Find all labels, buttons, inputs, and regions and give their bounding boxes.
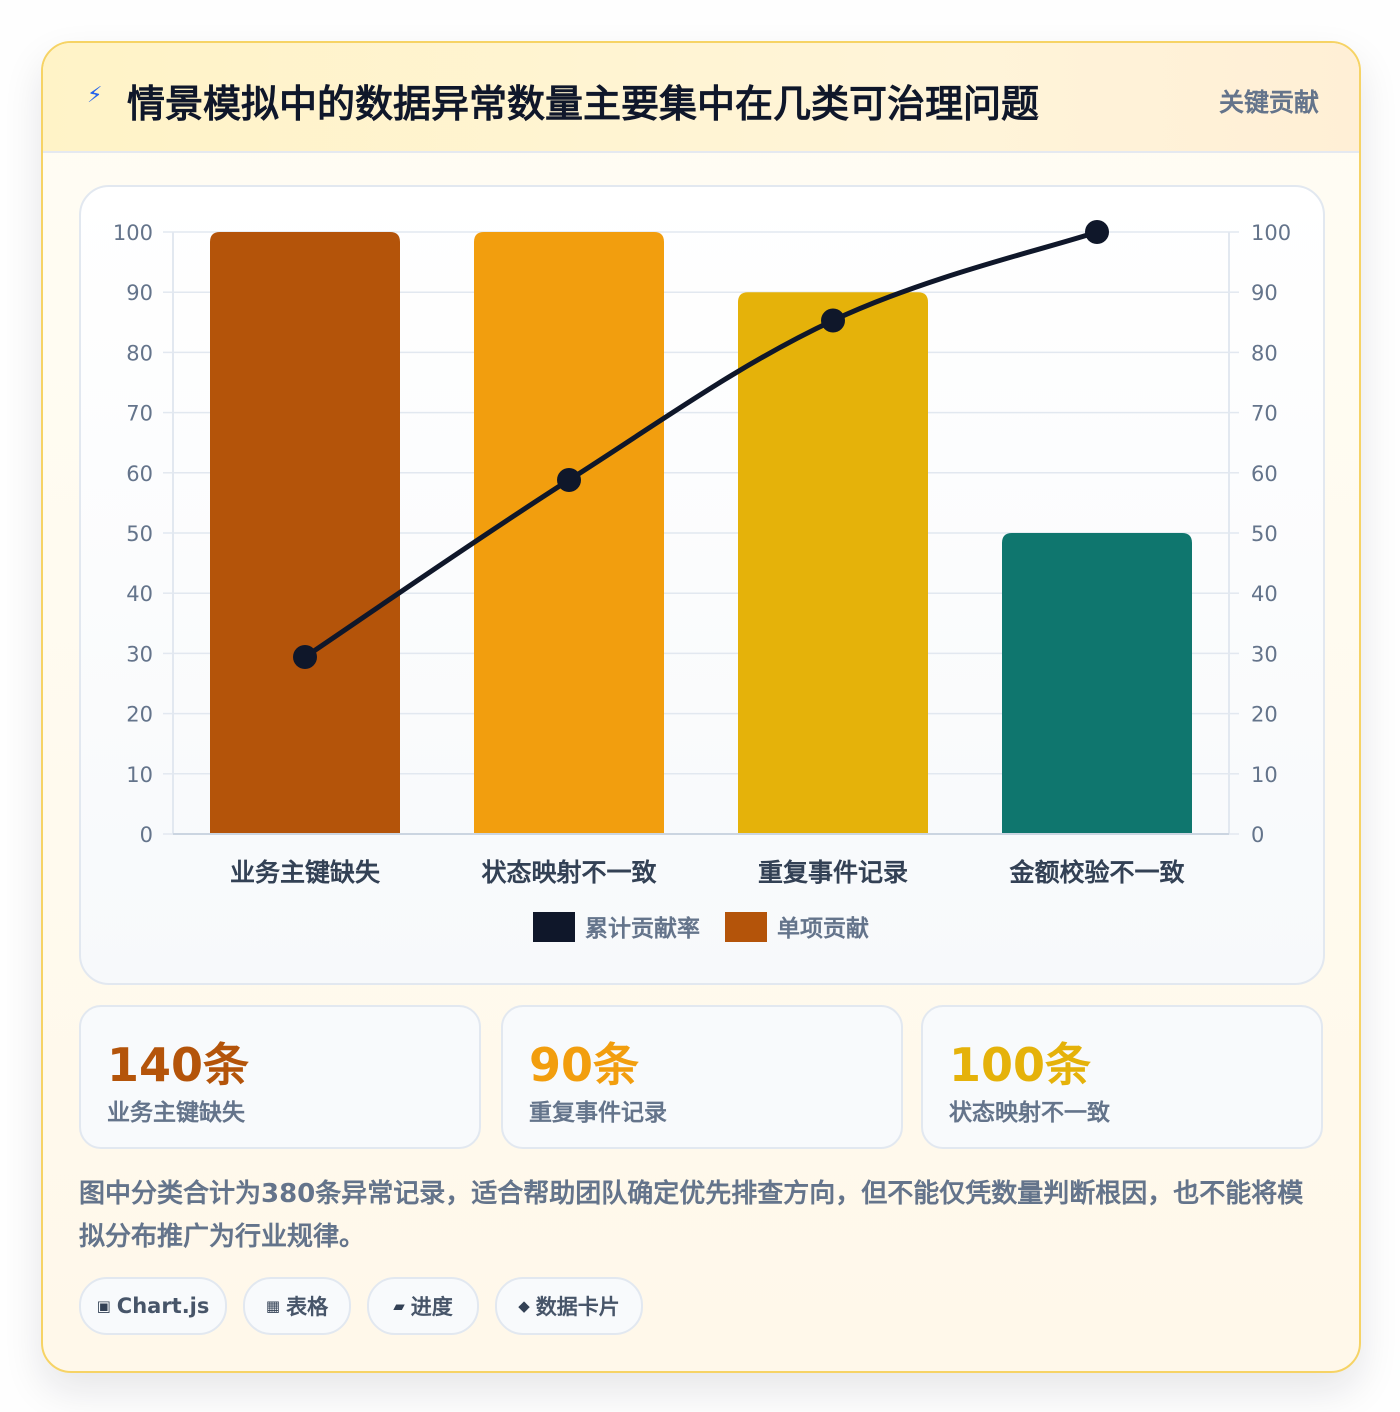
stat-value: 100条 (949, 1038, 1092, 1092)
legend-label: 累计贡献率 (585, 915, 700, 942)
bar (738, 292, 928, 834)
stat-label: 业务主键缺失 (107, 1100, 245, 1126)
x-tick-label: 重复事件记录 (758, 858, 908, 887)
stat-card-duplicate-events: 90条 重复事件记录 (501, 1005, 903, 1149)
y2-tick-label: 80 (1251, 341, 1278, 365)
line-point (557, 468, 581, 493)
bar (1002, 533, 1192, 834)
y-tick-label: 40 (126, 582, 153, 606)
x-tick-label: 金额校验不一致 (1008, 858, 1185, 887)
legend-label: 单项贡献 (777, 916, 869, 942)
y2-tick-label: 100 (1251, 221, 1291, 245)
header-tag: 关键贡献 (1218, 88, 1319, 117)
chip-data-card[interactable]: ◆ 数据卡片 (495, 1277, 643, 1335)
y2-tick-label: 20 (1251, 703, 1278, 727)
progress-bar-icon: ▰ (393, 1297, 405, 1315)
y-tick-label: 20 (126, 703, 153, 727)
stat-label: 状态映射不一致 (949, 1100, 1110, 1126)
y-tick-label: 30 (126, 642, 153, 666)
diamond-icon: ◆ (518, 1297, 530, 1315)
y2-tick-label: 30 (1251, 642, 1278, 666)
line-point (1085, 220, 1109, 244)
card-header: ⚡︎ 情景模拟中的数据异常数量主要集中在几类可治理问题 关键贡献 (43, 43, 1359, 153)
chip-chartjs[interactable]: ▣ Chart.js (79, 1277, 227, 1335)
chip-label: 数据卡片 (535, 1295, 620, 1319)
y-tick-label: 0 (140, 823, 153, 847)
stat-label: 重复事件记录 (529, 1100, 667, 1126)
y-tick-label: 10 (126, 763, 153, 787)
y-tick-label: 50 (126, 522, 153, 546)
y-tick-label: 80 (126, 341, 153, 365)
x-tick-label: 状态映射不一致 (481, 858, 657, 887)
y2-tick-label: 0 (1251, 823, 1264, 847)
y-tick-label: 60 (126, 462, 153, 486)
cumulative-line (302, 229, 1100, 660)
chip-progress[interactable]: ▰ 进度 (367, 1277, 479, 1335)
legend-swatch (725, 912, 767, 942)
stat-card-primary-key: 140条 业务主键缺失 (79, 1005, 481, 1149)
stat-value: 140条 (107, 1038, 250, 1092)
y2-tick-label: 70 (1251, 402, 1278, 426)
pareto-chart: 0 0 10 10 20 20 30 30 40 40 50 50 60 60 70 70 80 80 90 90 10… (113, 220, 1291, 942)
y-tick-label: 100 (113, 221, 153, 245)
stat-card-status-mapping: 100条 状态映射不一致 (921, 1005, 1323, 1149)
bar (474, 232, 664, 834)
line-point (821, 308, 845, 333)
y2-tick-label: 40 (1251, 582, 1278, 606)
y2-tick-label: 50 (1251, 522, 1278, 546)
bar (210, 232, 400, 834)
chip-label: 进度 (410, 1295, 453, 1319)
card-title: 情景模拟中的数据异常数量主要集中在几类可治理问题 (127, 82, 1040, 126)
chip-label: Chart.js (116, 1294, 210, 1318)
legend-swatch (533, 912, 575, 942)
square-icon: ▣ (96, 1297, 111, 1315)
y2-tick-label: 60 (1251, 462, 1278, 486)
grid-icon: ▦ (265, 1297, 281, 1315)
y2-tick-label: 90 (1251, 281, 1278, 305)
line-point (293, 645, 317, 670)
y-tick-label: 90 (126, 281, 153, 305)
chip-label: 表格 (286, 1295, 329, 1319)
chart-card: ⚡︎ 情景模拟中的数据异常数量主要集中在几类可治理问题 关键贡献 0 0 10 10 2… (41, 41, 1361, 1373)
stat-value: 90条 (529, 1038, 640, 1092)
lightning-bolt-icon: ⚡︎ (87, 83, 103, 108)
y2-tick-label: 10 (1251, 763, 1278, 787)
x-tick-label: 业务主键缺失 (230, 858, 381, 887)
chart-panel: 0 0 10 10 20 20 30 30 40 40 50 50 60 60 70 70 80 80 90 90 10… (79, 185, 1325, 985)
y-tick-label: 70 (126, 402, 153, 426)
chip-table[interactable]: ▦ 表格 (243, 1277, 351, 1335)
chart-description: 图中分类合计为380条异常记录，适合帮助团队确定优先排查方向，但不能仅凭数量判断… (79, 1179, 1304, 1252)
